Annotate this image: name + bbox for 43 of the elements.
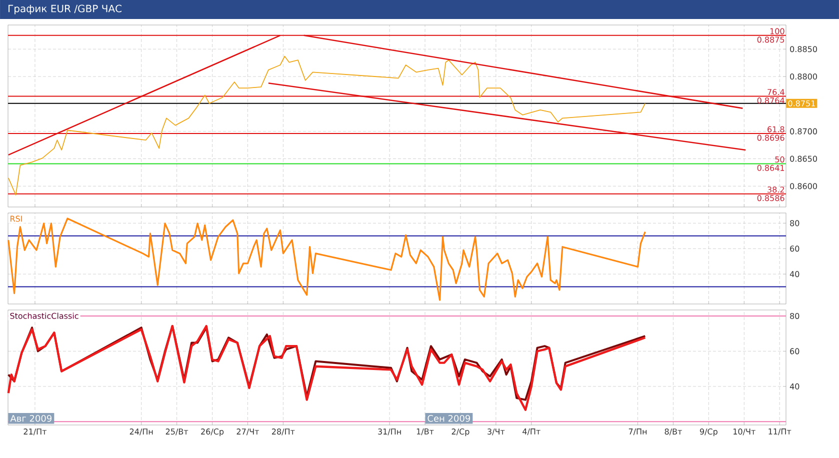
y-tick-label: 40 <box>790 271 800 278</box>
x-tick-label: 28/Пт <box>272 428 295 436</box>
x-tick-label: 31/Пн <box>378 428 401 436</box>
annotation: 38.2 <box>768 186 784 193</box>
annotation: 0.8586 <box>757 195 784 202</box>
x-tick-label: 2/Ср <box>452 428 470 436</box>
y-tick-label: 60 <box>790 246 800 252</box>
annotation: Сен 2009 <box>428 414 470 422</box>
x-tick-label: 25/Вт <box>166 428 188 436</box>
x-tick-label: 3/Чт <box>488 428 505 436</box>
annotation: 76.4 <box>768 89 784 96</box>
annotation: 50 <box>775 156 784 162</box>
x-tick-label: 21/Пт <box>24 428 47 436</box>
x-tick-label: 26/Ср <box>201 428 224 436</box>
chart-title: RSI <box>10 216 22 222</box>
annotation: 61.8 <box>768 126 784 132</box>
x-tick-label: 27/Чт <box>236 428 259 436</box>
x-tick-label: 8/Вт <box>664 428 682 436</box>
y-tick-label: 0.8850 <box>790 46 817 52</box>
y-tick-label: 80 <box>790 312 800 319</box>
ref-line-label: 0.8751 <box>788 100 815 106</box>
x-tick-label: 1/Вт <box>416 428 434 436</box>
y-tick-label: 0.8650 <box>790 156 817 162</box>
annotation: Авг 2009 <box>10 414 52 422</box>
y-tick-label: 80 <box>790 220 800 226</box>
x-tick-label: 10/Чт <box>734 428 756 436</box>
y-tick-label: 60 <box>790 348 800 354</box>
annotation: 0.8696 <box>757 134 784 141</box>
chart-title: График EUR /GBP ЧАС <box>8 4 122 14</box>
x-tick-label: 9/Ср <box>700 428 718 436</box>
y-tick-label: 0.8600 <box>790 183 817 190</box>
y-tick-label: 40 <box>790 383 800 390</box>
chart-title: StochasticClassic <box>10 312 78 319</box>
x-tick-label: 4/Пт <box>522 428 540 436</box>
x-tick-label: 24/Пн <box>130 428 153 436</box>
y-tick-label: 0.8800 <box>790 73 817 80</box>
x-tick-label: 7/Пн <box>628 428 647 436</box>
x-tick-label: 11/Пт <box>768 428 792 436</box>
y-tick-label: 0.8700 <box>790 128 817 134</box>
annotation: 0.8875 <box>757 36 784 43</box>
annotation: 0.8641 <box>757 164 784 171</box>
annotation: 100 <box>770 28 784 34</box>
annotation: 0.8764 <box>757 97 784 104</box>
